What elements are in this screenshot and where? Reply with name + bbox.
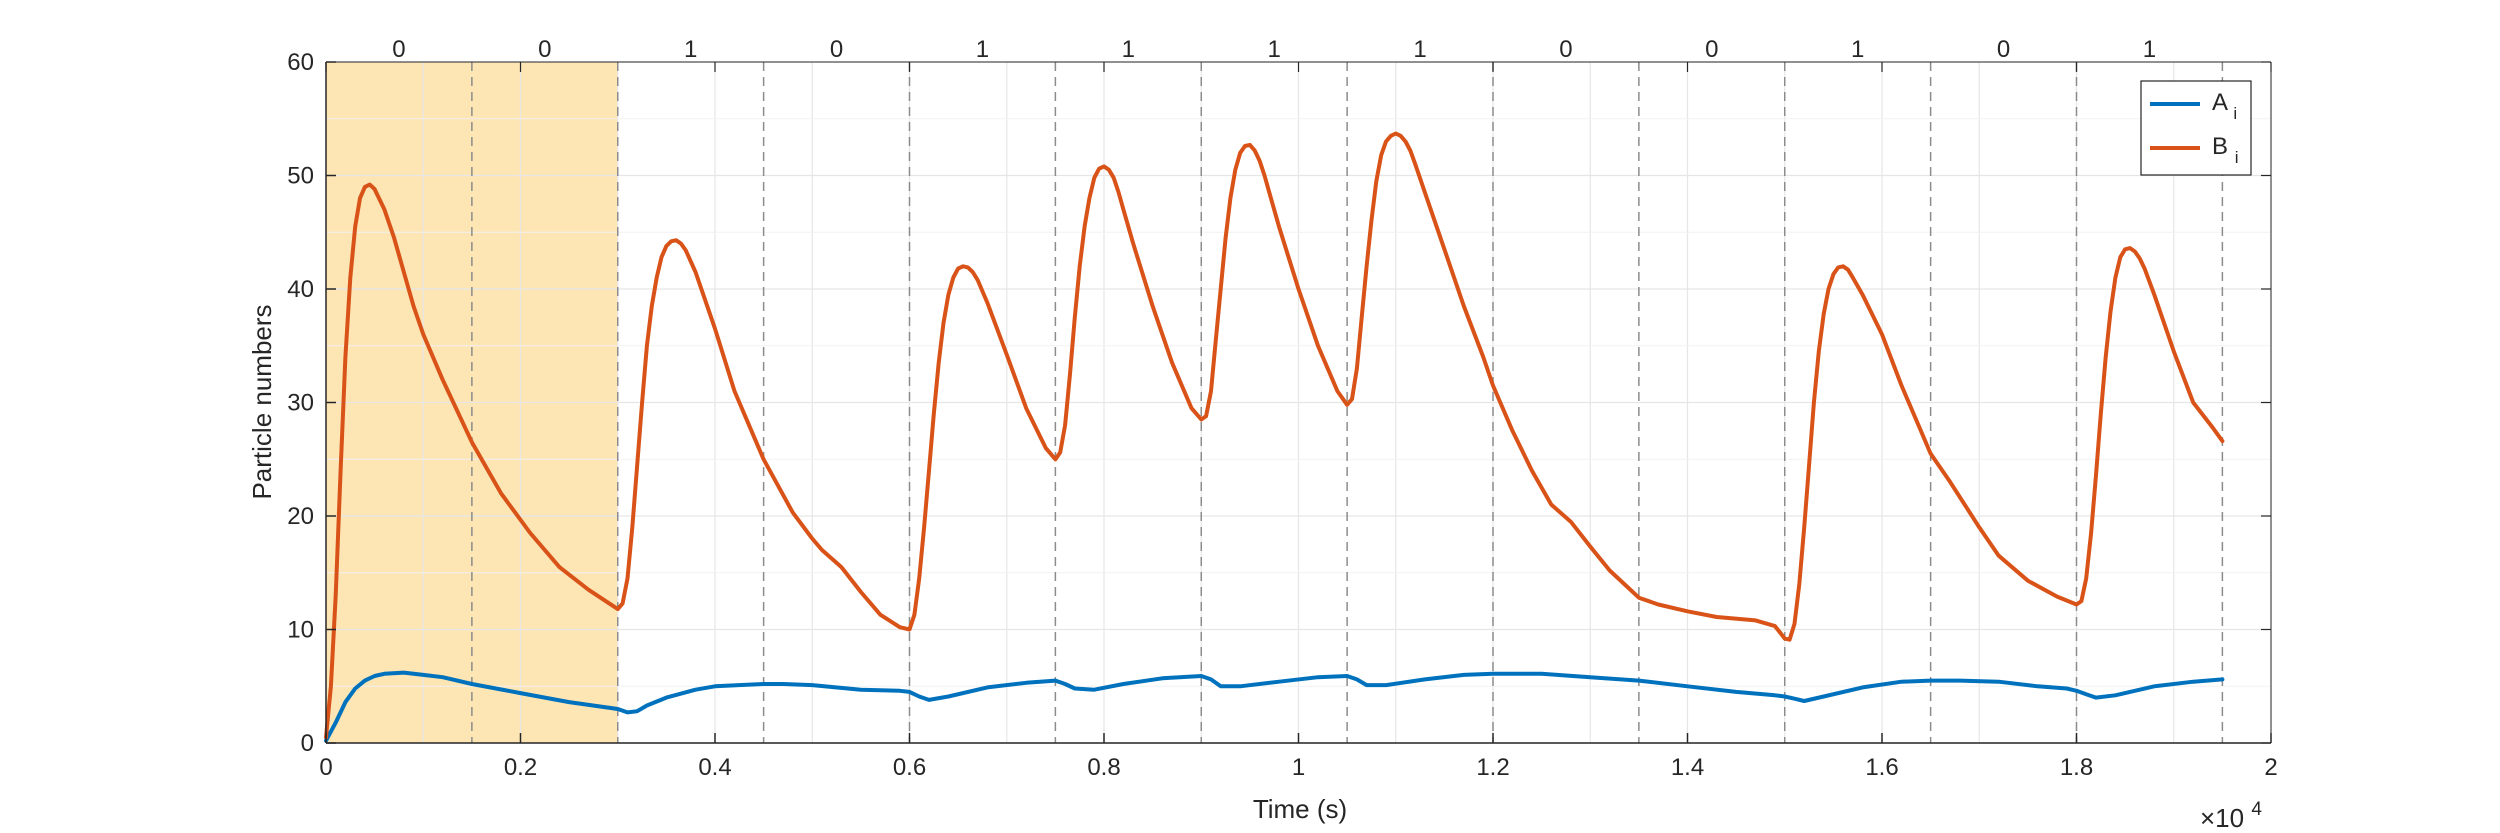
y-axis-label: Particle numbers [247,304,277,499]
legend-label-b-subscript: i [2235,148,2239,167]
legend-label-a-subscript: i [2233,104,2237,123]
legend-label-b-name: B [2212,133,2228,160]
x-tick-label: 0.6 [893,754,926,781]
x-tick-label: 2 [2264,754,2277,781]
series-layer [324,131,2225,743]
segment-label: 1 [2143,36,2156,63]
legend-label-a-name: A [2212,89,2228,116]
x-tick-label: 1 [1292,754,1305,781]
y-tick-label: 10 [287,617,314,644]
x-axis-exponent-base: ×10 [2200,803,2244,833]
y-tick-label: 50 [287,163,314,190]
x-tick-label: 0.2 [504,754,537,781]
x-tick-label: 1.8 [2060,754,2093,781]
y-tick-label: 20 [287,503,314,530]
x-tick-label: 0.4 [698,754,731,781]
x-tick-label: 0 [319,754,332,781]
segment-label: 1 [1851,36,1864,63]
y-tick-label: 40 [287,276,314,303]
segment-label: 1 [1268,36,1281,63]
segment-label: 1 [684,36,697,63]
x-tick-label: 0.8 [1087,754,1120,781]
x-tick-label: 1.4 [1671,754,1704,781]
series-line-a [324,670,2225,743]
segment-label: 0 [1559,36,1572,63]
y-tick-label: 60 [287,49,314,76]
segment-label: 0 [1705,36,1718,63]
y-tick-label: 30 [287,390,314,417]
legend-label-b: B i [2212,133,2238,167]
series-line-b [324,131,2225,740]
x-axis-exponent-power: 4 [2251,799,2262,820]
segment-label: 1 [1122,36,1135,63]
segment-label: 1 [976,36,989,63]
x-axis-exponent: ×10 4 [2200,799,2262,833]
legend-box [2140,80,2252,176]
legend: A i B i [2140,80,2252,176]
segment-label: 1 [1413,36,1426,63]
axes-layer [325,61,2272,744]
segment-label: 0 [830,36,843,63]
legend-label-a: A i [2212,89,2237,123]
segment-labels-layer: 0 0 1 0 1 1 1 1 0 0 1 0 1 [392,36,2156,63]
x-axis-label: Time (s) [1253,794,1347,824]
segment-label: 0 [392,36,405,63]
x-tick-label: 1.6 [1865,754,1898,781]
x-tick-label: 1.2 [1476,754,1509,781]
y-tick-label: 0 [301,730,314,757]
segment-label: 0 [1997,36,2010,63]
segment-label: 0 [538,36,551,63]
